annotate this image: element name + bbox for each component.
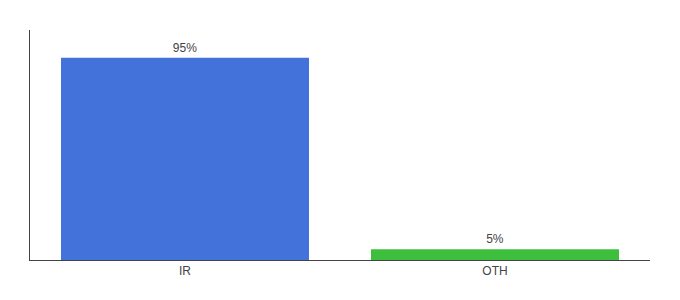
svg-text:95%: 95%	[173, 41, 197, 55]
svg-text:IR: IR	[179, 264, 191, 278]
svg-text:OTH: OTH	[482, 264, 507, 278]
svg-text:5%: 5%	[486, 232, 504, 246]
